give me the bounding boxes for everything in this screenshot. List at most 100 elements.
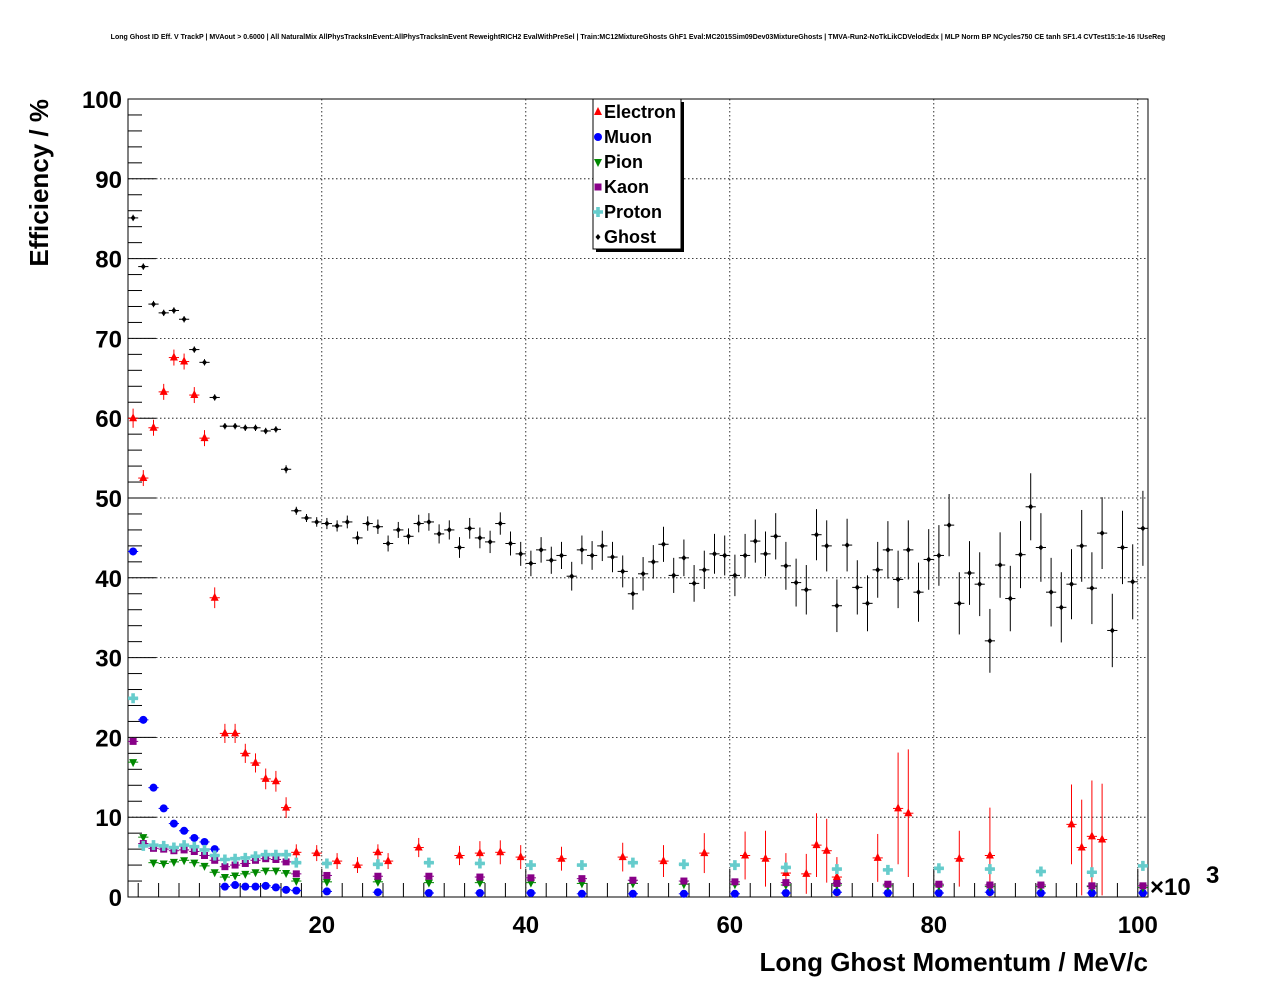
data-point [222, 423, 228, 430]
data-point [618, 852, 627, 861]
data-point [424, 879, 433, 888]
data-point [189, 841, 200, 852]
data-point [241, 882, 250, 891]
data-point [130, 214, 136, 221]
data-point [802, 868, 811, 877]
data-point [139, 715, 148, 724]
data-point [149, 422, 158, 431]
data-point [599, 542, 605, 549]
data-point [627, 857, 638, 868]
data-point [281, 849, 292, 860]
data-point [781, 889, 790, 898]
legend-label-electron: Electron [604, 102, 676, 122]
data-point [528, 560, 534, 567]
data-point [985, 888, 994, 897]
data-point [424, 889, 433, 898]
data-point [831, 864, 842, 875]
data-point [365, 520, 371, 527]
data-point [312, 848, 321, 857]
series-muon [128, 547, 1148, 898]
data-point [240, 852, 251, 863]
data-point [967, 570, 972, 577]
data-point [620, 568, 626, 575]
data-point [752, 538, 758, 545]
data-point [251, 869, 260, 878]
data-point [1038, 544, 1044, 551]
data-point [1137, 860, 1148, 871]
chart-title: Long Ghost ID Eff. V TrackP | MVAout > 0… [110, 34, 1166, 41]
data-point [210, 592, 219, 601]
data-point [1077, 842, 1086, 851]
data-point [610, 554, 615, 561]
data-point [1120, 544, 1125, 551]
data-point [650, 558, 656, 565]
data-point [374, 872, 382, 880]
y-tick-label: 40 [95, 566, 122, 593]
data-point [169, 352, 178, 361]
data-point [140, 263, 146, 270]
data-point [730, 889, 739, 898]
data-point [250, 851, 261, 862]
data-point [701, 566, 707, 573]
data-point [1048, 589, 1054, 596]
data-point [232, 423, 238, 430]
data-point [251, 757, 260, 766]
y-tick-label: 70 [95, 326, 122, 353]
data-point [423, 857, 434, 868]
data-point [1130, 578, 1136, 585]
data-point [678, 859, 689, 870]
data-point [304, 514, 309, 521]
data-point [406, 533, 411, 540]
data-point [936, 552, 942, 559]
data-point [822, 845, 831, 854]
data-point [241, 859, 249, 867]
data-point [251, 882, 260, 891]
data-point [355, 534, 360, 541]
data-point [773, 533, 779, 540]
x-axis-multiplier-exponent: 3 [1206, 862, 1219, 889]
data-point [1099, 530, 1105, 537]
data-point [916, 589, 921, 596]
data-point [681, 554, 687, 561]
data-point [200, 862, 209, 871]
data-point [579, 546, 585, 553]
data-point [375, 523, 381, 530]
data-point [875, 566, 881, 573]
data-point [159, 804, 168, 813]
legend-marker-proton [593, 207, 603, 217]
data-point [824, 542, 830, 549]
data-point [680, 877, 688, 885]
data-point [373, 888, 382, 897]
data-point [865, 600, 870, 607]
data-point [1087, 831, 1096, 840]
data-point [934, 889, 943, 898]
data-point [812, 840, 821, 849]
data-point [180, 857, 189, 866]
data-point [905, 546, 911, 553]
data-point [935, 880, 943, 888]
data-point [1058, 604, 1064, 611]
data-point [475, 879, 484, 888]
data-point [168, 842, 179, 853]
data-point [209, 850, 220, 861]
x-tick-label: 100 [1118, 912, 1158, 939]
data-point [548, 557, 554, 564]
data-point [475, 889, 484, 898]
data-point [385, 540, 391, 547]
data-point [1018, 551, 1023, 558]
data-point [1139, 882, 1147, 890]
data-point [629, 876, 637, 884]
data-point [282, 858, 290, 866]
data-point [986, 881, 994, 889]
data-point [508, 540, 513, 547]
data-point [1028, 503, 1034, 510]
data-point [171, 307, 177, 314]
data-point [270, 849, 281, 860]
data-point [179, 840, 190, 851]
data-point [1140, 525, 1146, 532]
data-point [292, 886, 301, 895]
data-point [1079, 542, 1085, 549]
data-point [487, 538, 493, 545]
data-point [129, 759, 138, 768]
data-point [814, 531, 819, 538]
